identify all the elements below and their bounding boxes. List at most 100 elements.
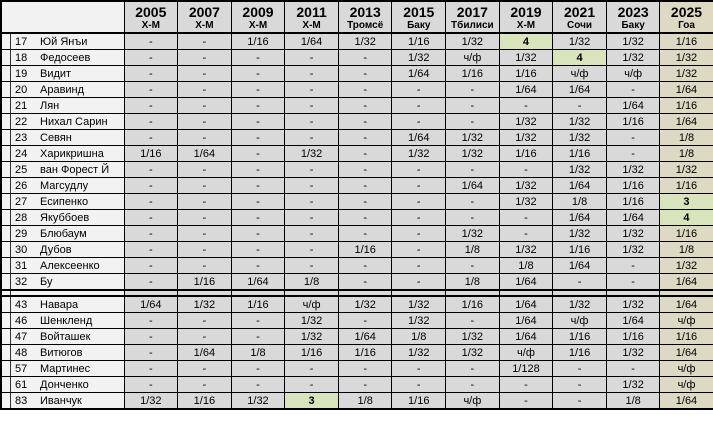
result-cell: - [337, 49, 393, 66]
result-cell: ч/ф [659, 312, 713, 329]
result-cell: - [123, 225, 179, 242]
result-cell: 1/16 [445, 295, 500, 313]
result-cell: - [391, 241, 447, 258]
column-year: 2011 [296, 3, 327, 20]
result-cell: 1/8 [337, 392, 393, 410]
result-cell: 1/16 [659, 177, 713, 194]
result-cell: 1/32 [391, 312, 447, 329]
result-cell: 1/32 [498, 193, 554, 210]
player-row: 20 Аравинд - - - - - - -1/64 1/64-1/64 [0, 81, 713, 98]
result-cell: - [123, 376, 179, 393]
result-cell: - [284, 209, 339, 226]
player-rank: 24 [15, 147, 28, 160]
player-rank: 27 [15, 195, 28, 208]
player-rank: 23 [15, 131, 28, 144]
player-rank: 20 [15, 83, 28, 96]
result-cell: - [177, 65, 232, 82]
column-header-2023: 2023 Баку [605, 0, 661, 34]
result-cell: - [123, 209, 179, 226]
player-rank: 83 [15, 394, 28, 407]
player-name: Иванчук [40, 394, 82, 407]
result-cell: - [177, 49, 232, 66]
result-cell: - [177, 376, 232, 393]
result-cell: 1/64 [498, 328, 554, 345]
player-cell: 57 Мартинес [0, 360, 125, 377]
player-row: 18 Федосеев - - - - -1/32 ч/ф 1/32 4 1/32 1/32 [0, 49, 713, 66]
result-cell: 1/128 [498, 360, 554, 377]
player-rank: 21 [15, 99, 28, 112]
result-cell: 1/64 [552, 257, 607, 274]
result-cell: 1/32 [445, 344, 500, 361]
result-cell: - [498, 392, 554, 410]
result-cell: - [177, 328, 232, 345]
result-cell: 1/64 [659, 273, 713, 291]
result-cell: 1/8 [445, 241, 500, 258]
result-cell: - [177, 129, 232, 146]
result-cell: 1/32 [284, 145, 339, 162]
result-cell: 1/64 [498, 312, 554, 329]
result-cell: 1/16 [337, 241, 393, 258]
result-cell: - [552, 376, 607, 393]
result-cell: - [230, 65, 286, 82]
result-cell: 1/32 [605, 161, 661, 178]
result-cell: 1/32 [391, 49, 447, 66]
result-cell: 1/32 [284, 312, 339, 329]
result-cell: - [337, 177, 393, 194]
player-row: 30 Дубов - - - -1/16-1/8 1/32 1/16 1/32 1/8 [0, 241, 713, 258]
column-site: Тромсё [347, 19, 384, 31]
column-site: Х-М [302, 19, 321, 31]
column-header-2009: 2009 Х-М [230, 0, 286, 34]
result-cell: - [123, 344, 179, 361]
player-row: 23 Севян - - - - -1/64 1/32 1/32 1/32-1/8 [0, 129, 713, 146]
column-site: Баку [621, 19, 645, 31]
result-cell: 1/16 [552, 344, 607, 361]
player-rank: 31 [15, 259, 28, 272]
result-cell: - [498, 376, 554, 393]
player-name: Юй Янъи [40, 35, 88, 48]
result-cell: - [391, 81, 447, 98]
result-cell: - [177, 241, 232, 258]
result-cell: 1/64 [605, 97, 661, 114]
result-cell: 1/16 [391, 392, 447, 410]
result-cell: - [177, 257, 232, 274]
result-cell: - [177, 161, 232, 178]
column-header-2013: 2013 Тромсё [337, 0, 393, 34]
player-name: ван Форест Й [40, 163, 110, 176]
result-cell: 1/64 [123, 295, 179, 313]
result-cell: 1/32 [659, 49, 713, 66]
result-cell: - [177, 225, 232, 242]
result-cell: - [284, 129, 339, 146]
result-cell: - [445, 161, 500, 178]
result-cell: 1/32 [659, 161, 713, 178]
result-cell: 1/16 [659, 328, 713, 345]
result-cell: ч/ф [552, 312, 607, 329]
result-cell: ч/ф [552, 65, 607, 82]
player-rank: 47 [15, 330, 28, 343]
result-cell: 1/32 [605, 49, 661, 66]
player-rank: 46 [15, 314, 28, 327]
result-cell: 1/32 [498, 177, 554, 194]
player-name: Харикришна [40, 147, 104, 160]
column-year: 2021 [563, 3, 596, 20]
result-cell: - [391, 273, 447, 291]
result-cell: 1/16 [659, 97, 713, 114]
player-row: 29 Блюбаум - - - - - -1/32-1/32 1/32 1/16 [0, 225, 713, 242]
player-cell: 24 Харикришна [0, 145, 125, 162]
result-cell: 1/32 [552, 161, 607, 178]
result-cell: 1/32 [605, 241, 661, 258]
result-cell: ч/ф [284, 295, 339, 313]
player-rank: 26 [15, 179, 28, 192]
player-name: Донченко [40, 378, 89, 391]
column-year: 2015 [403, 3, 435, 20]
player-cell: 29 Блюбаум [0, 225, 125, 242]
result-cell: 1/32 [552, 295, 607, 313]
result-cell: - [284, 49, 339, 66]
result-cell: - [445, 376, 500, 393]
result-cell: 1/16 [552, 328, 607, 345]
player-name: Алексеенко [40, 259, 100, 272]
player-name: Аравинд [40, 83, 85, 96]
result-cell: ч/ф [659, 376, 713, 393]
result-cell: - [552, 360, 607, 377]
result-cell: - [605, 145, 661, 162]
result-cell: - [284, 65, 339, 82]
